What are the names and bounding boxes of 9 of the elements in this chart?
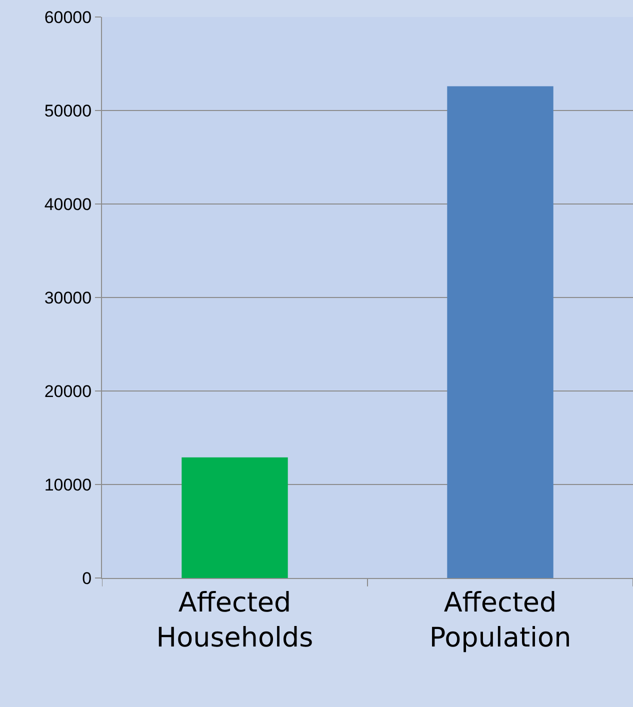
y-tick-label: 20000 (44, 382, 92, 401)
y-tick-label: 10000 (44, 475, 92, 494)
y-tick-label: 50000 (44, 101, 92, 120)
y-tick-label: 30000 (44, 288, 92, 308)
x-tick-label: Affected Population (429, 587, 572, 654)
x-tick-label: Affected Households (156, 587, 314, 654)
y-tick-label: 40000 (44, 194, 92, 214)
y-tick-label: 60000 (44, 8, 92, 27)
y-tick-label: 0 (82, 568, 92, 588)
